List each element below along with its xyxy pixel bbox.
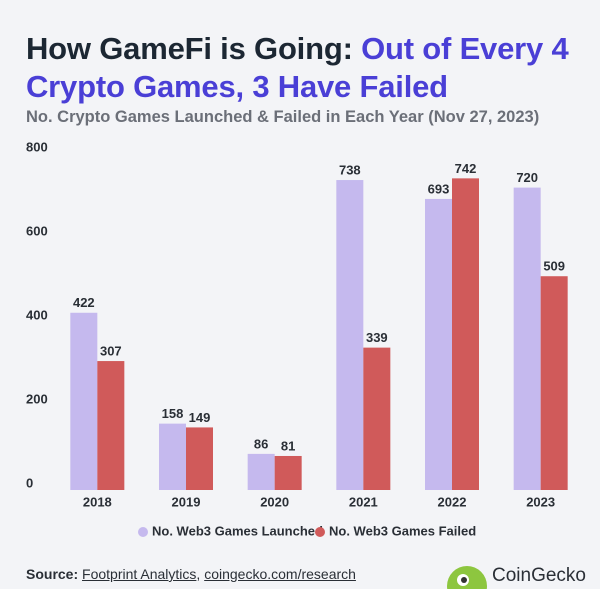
value-label: 509 [543, 259, 565, 274]
x-tick-label: 2021 [349, 494, 378, 509]
value-label: 738 [339, 162, 361, 177]
legend-marker [138, 527, 148, 537]
bar [274, 455, 302, 490]
y-tick-label: 600 [26, 223, 48, 238]
bar [97, 361, 125, 490]
x-tick-label: 2022 [438, 494, 467, 509]
bar [186, 427, 213, 490]
y-tick-label: 200 [26, 391, 48, 406]
y-tick-label: 800 [26, 139, 48, 154]
bar [336, 180, 364, 491]
brand-logo [446, 566, 487, 589]
legend-marker [315, 527, 325, 537]
brand-name: CoinGecko [492, 565, 586, 587]
value-label: 158 [162, 406, 184, 421]
source-link[interactable]: coingecko.com/research [204, 566, 356, 582]
value-label: 742 [455, 161, 477, 176]
x-tick-label: 2023 [526, 494, 555, 509]
x-tick-label: 2020 [260, 494, 289, 509]
value-label: 339 [366, 330, 388, 345]
x-tick-label: 2019 [172, 494, 201, 509]
bar [513, 187, 541, 490]
bar [70, 312, 98, 490]
title-lead: How GameFi is Going: [26, 31, 353, 66]
bar [540, 276, 568, 490]
value-label: 693 [428, 181, 450, 196]
title-highlight: Out of Every 4 Crypto Games, 3 Have Fail… [26, 31, 569, 104]
y-tick-label: 400 [26, 307, 48, 322]
value-label: 86 [254, 436, 268, 451]
bar [247, 453, 275, 490]
bar [363, 347, 391, 490]
source-label: Source: [26, 566, 79, 582]
brand: CoinGecko [443, 560, 586, 589]
source-link[interactable]: Footprint Analytics [82, 566, 197, 582]
value-label: 149 [189, 410, 211, 425]
legend-label: No. Web3 Games Failed [329, 523, 476, 538]
legend-label: No. Web3 Games Launched [152, 523, 323, 538]
value-label: 307 [100, 343, 122, 358]
y-tick-label: 0 [26, 475, 33, 490]
bar [159, 423, 186, 490]
subtitle: No. Crypto Games Launched & Failed in Ea… [26, 108, 540, 126]
value-label: 81 [281, 438, 295, 453]
x-tick-label: 2018 [83, 494, 112, 509]
value-label: 422 [73, 295, 95, 310]
value-label: 720 [516, 170, 538, 185]
footer: Source: Footprint Analytics, coingecko.c… [26, 566, 356, 582]
bar [452, 178, 479, 491]
bar [425, 198, 452, 490]
title: How GameFi is Going: Out of Every 4 Cryp… [26, 30, 586, 106]
